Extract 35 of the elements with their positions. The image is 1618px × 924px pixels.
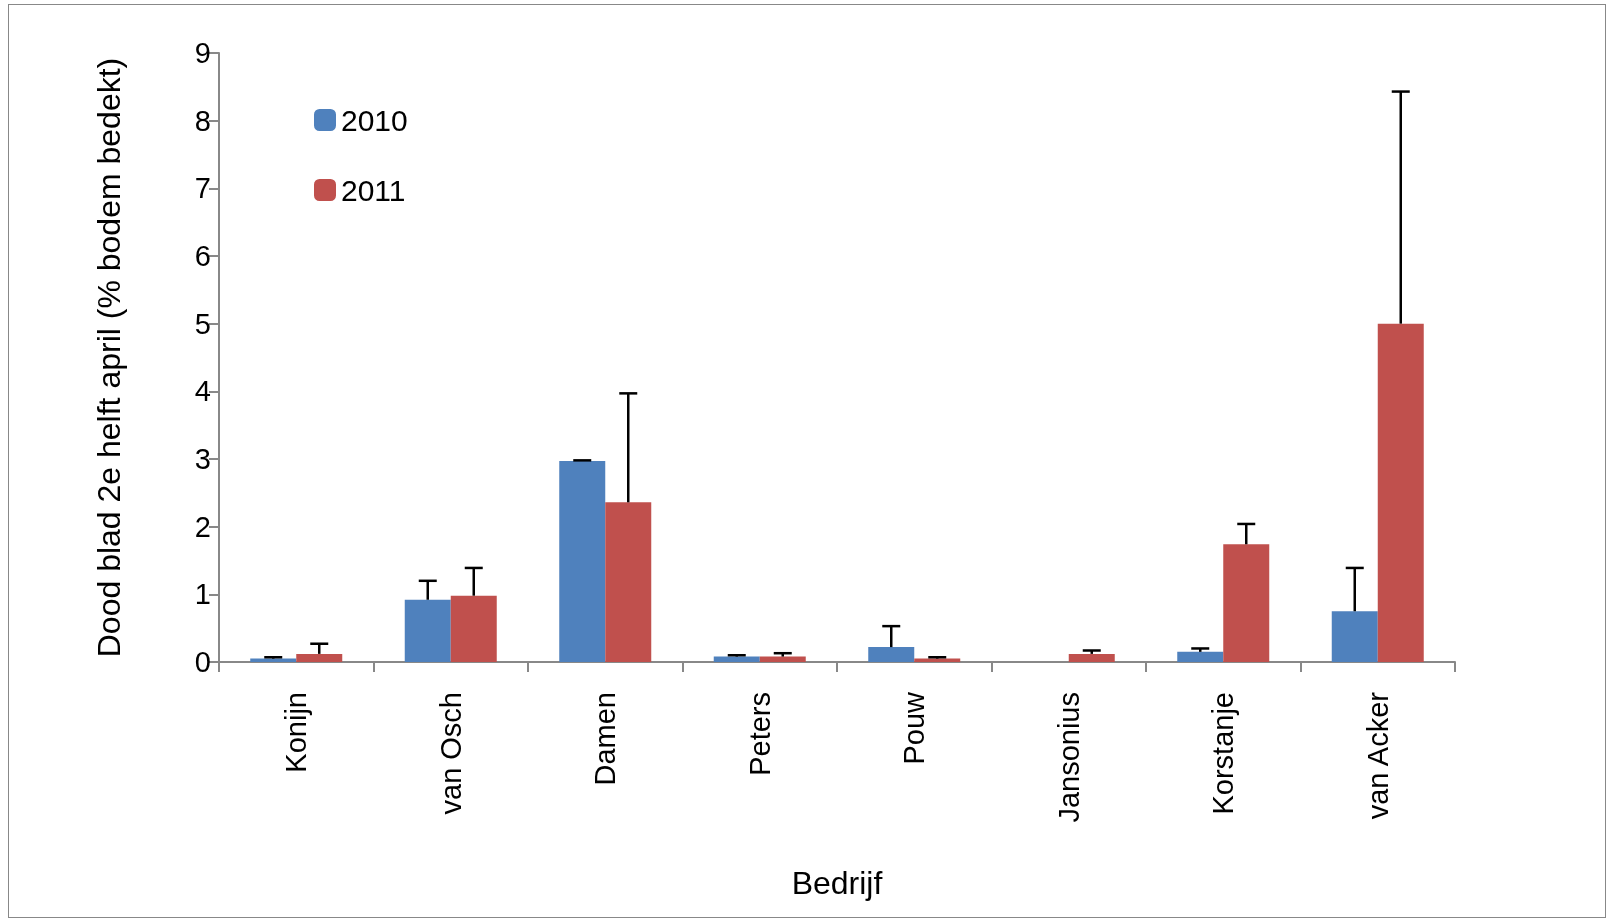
bar (1331, 611, 1378, 662)
bar (1177, 651, 1224, 662)
x-tick-label: Korstanje (1207, 692, 1240, 815)
legend-label: 2011 (341, 173, 406, 207)
bar (450, 595, 497, 662)
bar (759, 656, 806, 662)
bar (404, 599, 451, 662)
bar (1223, 544, 1270, 662)
bar (605, 502, 652, 662)
x-tick-label: van Acker (1361, 691, 1394, 820)
x-axis-title: Bedrijf (791, 865, 883, 901)
x-tick-label: Jansonius (1052, 692, 1085, 823)
y-tick-label: 3 (194, 443, 211, 475)
y-tick-label: 2 (194, 510, 211, 543)
bar (559, 461, 606, 662)
bar (1377, 323, 1424, 662)
bar (1068, 653, 1115, 662)
y-tick-label: 0 (194, 646, 211, 678)
y-tick-label: 6 (194, 240, 211, 272)
x-tick-label: van Osch (434, 692, 467, 815)
bar (296, 653, 343, 662)
x-tick-label: Konijn (280, 692, 313, 773)
y-axis-title: Dood blad 2e helft april (% bodem bedekt) (91, 57, 127, 658)
legend-label: 2010 (341, 103, 408, 137)
y-tick-label: 5 (194, 307, 211, 340)
bar (868, 647, 915, 662)
x-tick-label: Peters (743, 692, 776, 776)
x-tick-label: Pouw (898, 690, 931, 765)
y-tick-label: 7 (194, 172, 211, 205)
y-tick-label: 4 (194, 375, 211, 408)
y-tick-label: 9 (194, 37, 211, 69)
y-tick-label: 1 (194, 578, 211, 611)
y-tick-label: 8 (194, 104, 211, 137)
bar (713, 656, 760, 662)
x-tick-label: Damen (589, 692, 622, 786)
